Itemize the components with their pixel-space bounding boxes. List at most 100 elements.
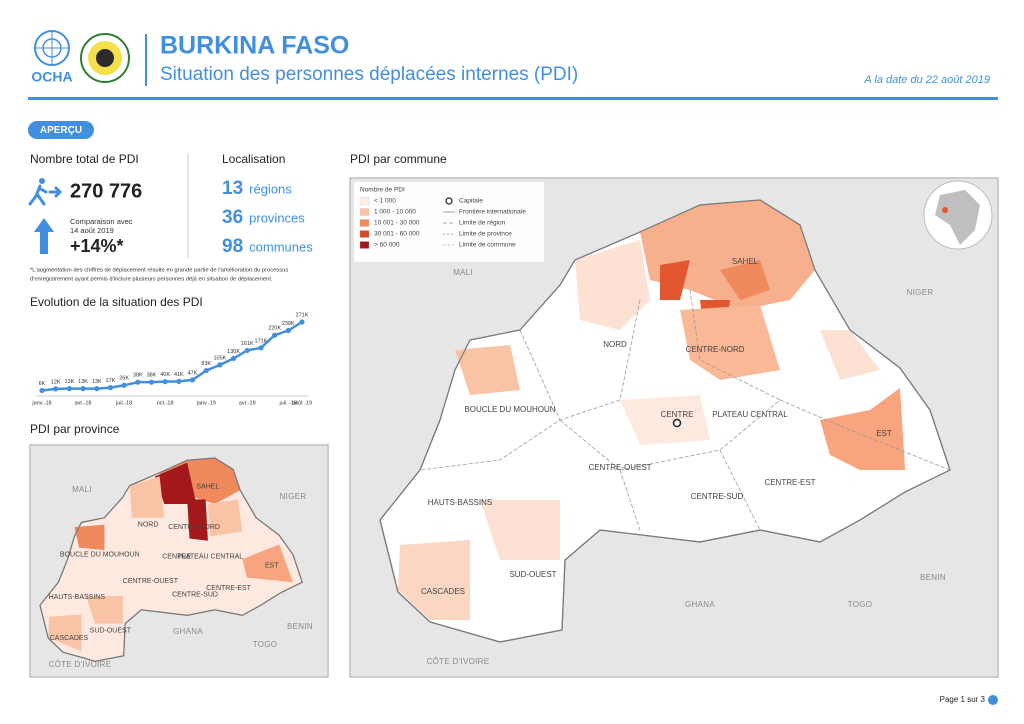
value-label: 6K: [39, 381, 46, 387]
country-label: GHANA: [173, 627, 203, 636]
region-label: SAHEL: [196, 483, 219, 490]
point: [203, 367, 209, 374]
region-label: CENTRE-NORD: [685, 345, 744, 354]
header-rule: [28, 97, 998, 100]
region-label: BOUCLE DU MOUHOUN: [60, 551, 140, 558]
location-label: régions: [249, 181, 292, 196]
region-label: CASCADES: [421, 587, 465, 596]
value-label: 220K: [268, 326, 281, 332]
legend-label: Frontière internationale: [459, 209, 526, 216]
legend-label: Limite de région: [459, 220, 506, 227]
legend-swatch: [359, 219, 370, 227]
chart-title: Evolution de la situation des PDI: [30, 295, 203, 309]
country-label: MALI: [453, 268, 473, 277]
region-label: SAHEL: [732, 257, 759, 266]
point: [135, 379, 141, 385]
legend-label: Limite de province: [459, 231, 512, 238]
date: A la date du 22 août 2019: [863, 74, 990, 86]
region-label: CENTRE-OUEST: [588, 463, 651, 472]
footnote: *L'augmentation des chiffres de déplacem…: [30, 268, 288, 274]
map-frame: [349, 177, 999, 678]
value-label: 17K: [106, 378, 116, 384]
x-tick-label: avr.-18: [75, 400, 92, 406]
province-map: [31, 446, 327, 676]
value-label: 238K: [282, 321, 295, 327]
point: [121, 382, 127, 388]
legend-swatch: [359, 208, 370, 216]
value-label: 38K: [133, 373, 143, 379]
point: [176, 378, 182, 385]
region-label: PLATEAU CENTRAL: [712, 410, 788, 419]
region-label: CENTRE-OUEST: [123, 578, 179, 585]
legend-capital: [445, 197, 453, 205]
page-dot: [988, 695, 998, 705]
x-tick-label: janv.-19: [196, 400, 216, 406]
legend-label: < 1 000: [374, 198, 396, 205]
point: [148, 379, 155, 385]
region-label: BOUCLE DU MOUHOUN: [464, 405, 555, 414]
title: BURKINA FASO: [160, 32, 349, 60]
value-label: 171K: [255, 338, 268, 344]
point: [258, 345, 264, 351]
country-label: BENIN: [920, 573, 946, 582]
location-number: 36: [222, 207, 243, 228]
point: [244, 347, 250, 354]
commune-title: PDI par commune: [350, 152, 447, 166]
legend-label: 1 000 - 10 000: [374, 209, 416, 216]
region-label: EST: [265, 562, 279, 569]
location-number: 13: [222, 178, 243, 199]
point: [299, 319, 305, 325]
walker-icon: [28, 178, 63, 206]
change: +14%*: [70, 236, 124, 256]
globe-inset: [923, 180, 993, 250]
country-label: NIGER: [907, 288, 934, 297]
point: [217, 362, 223, 368]
legend-title: Nombre de PDI: [360, 187, 405, 194]
country-label: CÔTE D'IVOIRE: [49, 660, 112, 669]
org: OCHA: [31, 69, 72, 85]
footnote: d'enregistrement ayant permis d'inclure …: [30, 277, 273, 283]
value-label: 13K: [78, 379, 88, 385]
region-label: SUD-OUEST: [509, 570, 556, 579]
region-label: CENTRE-SUD: [172, 591, 218, 598]
location-label: communes: [249, 239, 313, 254]
location-heading: Localisation: [222, 152, 285, 166]
value-label: 13K: [92, 379, 102, 385]
region-label: EST: [876, 429, 892, 438]
region-label: NORD: [603, 340, 627, 349]
region-label: PLATEAU CENTRAL: [177, 554, 243, 561]
value-label: 105K: [213, 355, 226, 361]
location-label: provinces: [249, 210, 305, 225]
logos: [34, 30, 130, 83]
point: [39, 387, 45, 394]
region-label: CENTRE: [162, 554, 191, 561]
comparison: 14 août 2019: [70, 226, 114, 235]
country-label: TOGO: [848, 600, 873, 609]
region-label: CENTRE-EST: [206, 585, 251, 592]
legend-label: 30 001 - 60 000: [374, 231, 420, 238]
x-tick-label: juil. -19: [278, 400, 297, 406]
point: [66, 386, 72, 392]
legend-label: > 60 000: [374, 242, 400, 249]
comparison: Comparaison avec: [70, 217, 133, 226]
point: [189, 377, 196, 383]
location-number: 98: [222, 236, 243, 257]
point: [162, 379, 168, 385]
x-tick-label: oct.-18: [157, 400, 174, 406]
region-label: CENTRE: [661, 410, 694, 419]
legend-swatch: [359, 241, 370, 249]
country-label: GHANA: [685, 600, 715, 609]
point: [94, 386, 100, 392]
x-tick-label: août -19: [292, 400, 312, 406]
region-label: HAUTS-BASSINS: [428, 498, 492, 507]
up-arrow: [34, 218, 54, 254]
value-label: 13K: [64, 379, 74, 385]
map-frame: [29, 444, 329, 678]
badge-label: APERÇU: [40, 125, 82, 136]
country-label: MALI: [72, 485, 92, 494]
subtitle: Situation des personnes déplacées intern…: [160, 64, 578, 85]
value-label: 26K: [119, 376, 129, 382]
value-label: 40K: [160, 372, 170, 378]
region-label: CENTRE-SUD: [691, 492, 744, 501]
region-label: CASCADES: [50, 635, 89, 642]
